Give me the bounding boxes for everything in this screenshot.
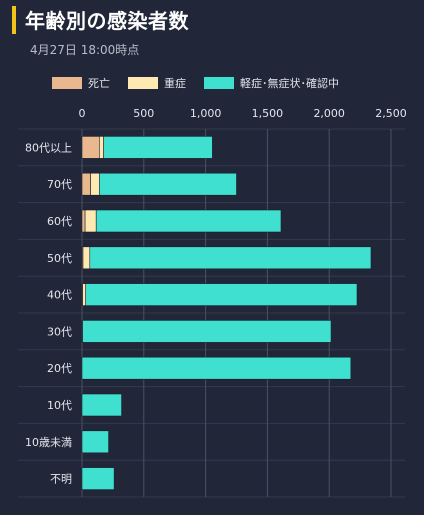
legend-label-mild: 軽症･無症状･確認中 bbox=[240, 77, 339, 90]
x-tick-label: 0 bbox=[79, 107, 86, 120]
category-label: 80代以上 bbox=[25, 141, 72, 154]
bar-segment bbox=[84, 209, 97, 233]
page-title: 年齢別の感染者数 bbox=[25, 9, 189, 33]
bar-segment bbox=[81, 430, 109, 454]
timestamp: 4月27日 18:00時点 bbox=[30, 43, 140, 57]
category-label: 40代 bbox=[47, 289, 72, 302]
bar-segment bbox=[81, 356, 352, 380]
x-tick-label: 500 bbox=[133, 107, 154, 120]
category-label: 50代 bbox=[47, 252, 72, 265]
category-label: 10代 bbox=[47, 399, 72, 412]
bar-segment bbox=[81, 467, 115, 490]
category-label: 10歳未満 bbox=[25, 436, 72, 449]
category-label: 70代 bbox=[47, 178, 72, 191]
legend-item-death[interactable]: 死亡 bbox=[52, 75, 110, 91]
legend-label-severe: 重症 bbox=[164, 77, 186, 90]
bar-segment bbox=[95, 209, 282, 233]
x-tick-label: 2,500 bbox=[375, 107, 407, 120]
bar-segment bbox=[81, 209, 86, 233]
bar-segment bbox=[103, 136, 213, 159]
bar-segment bbox=[82, 320, 332, 343]
bar-segment bbox=[81, 172, 91, 196]
x-tick-label: 2,000 bbox=[313, 107, 345, 120]
bar-segment bbox=[81, 393, 122, 417]
category-label: 不明 bbox=[50, 473, 72, 486]
bar-segment bbox=[99, 172, 237, 196]
legend-label-death: 死亡 bbox=[88, 77, 110, 90]
x-tick-label: 1,500 bbox=[252, 107, 284, 120]
legend-swatch-mild bbox=[204, 77, 234, 89]
title-accent-bar bbox=[12, 6, 16, 34]
bar-segment bbox=[81, 136, 100, 159]
x-tick-label: 1,000 bbox=[190, 107, 222, 120]
category-label: 30代 bbox=[47, 325, 72, 338]
bar-segment bbox=[99, 136, 104, 159]
bar-segment bbox=[85, 283, 358, 306]
legend-swatch-death bbox=[52, 77, 82, 89]
bar-segment bbox=[82, 246, 91, 270]
legend-swatch-severe bbox=[128, 77, 158, 89]
bar-segment bbox=[89, 246, 372, 270]
bar-segment bbox=[90, 172, 100, 196]
legend-item-mild[interactable]: 軽症･無症状･確認中 bbox=[204, 75, 339, 91]
legend-item-severe[interactable]: 重症 bbox=[128, 75, 186, 91]
category-label: 60代 bbox=[47, 215, 72, 228]
bar-segment bbox=[82, 283, 87, 306]
category-label: 20代 bbox=[47, 362, 72, 375]
chart-legend: 死亡 重症 軽症･無症状･確認中 bbox=[52, 75, 357, 91]
